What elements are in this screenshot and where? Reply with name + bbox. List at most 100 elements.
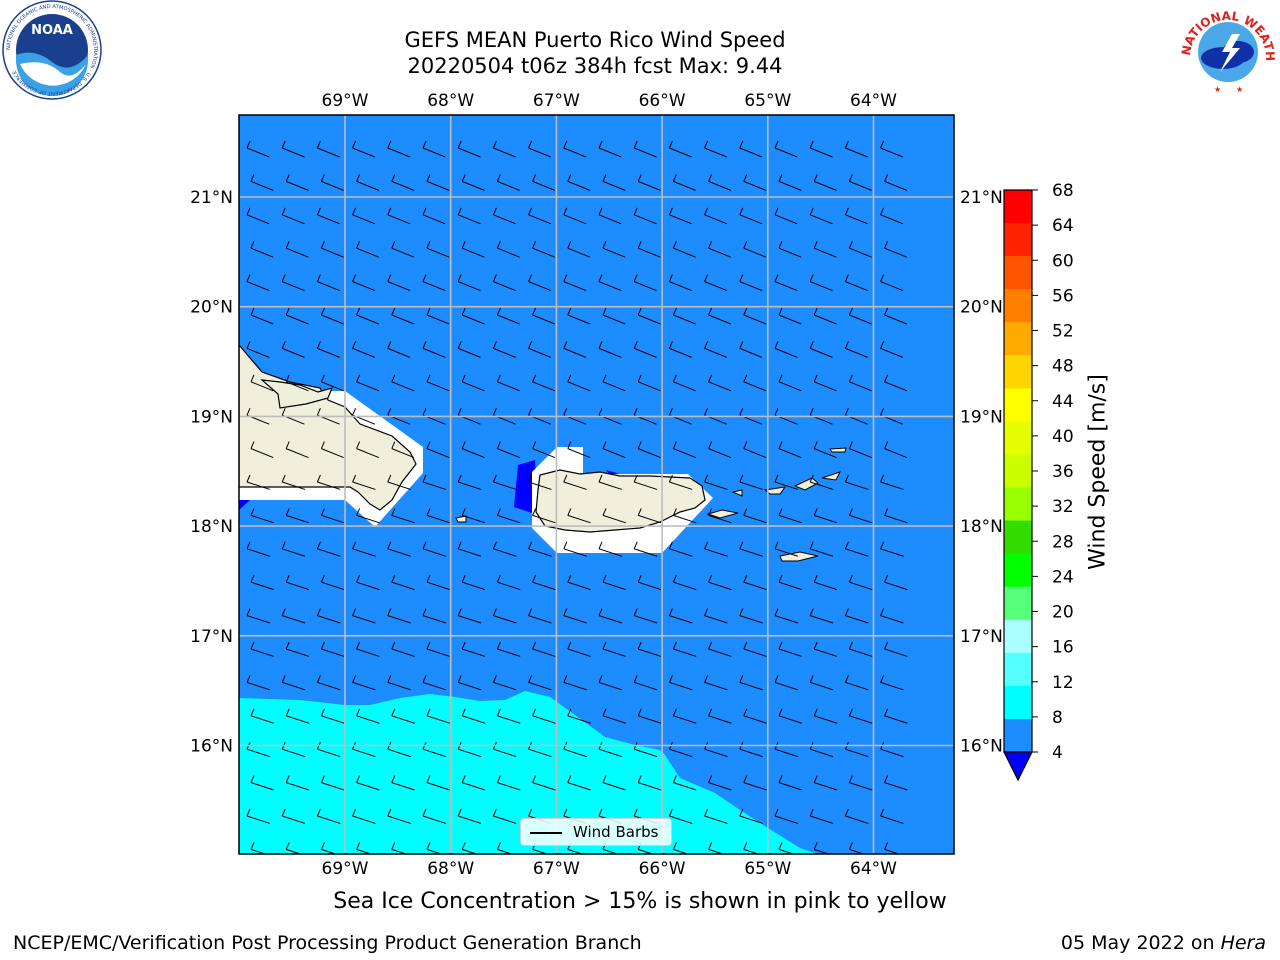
wind-barb xyxy=(391,174,415,191)
wind-barb xyxy=(387,474,411,490)
wind-barb xyxy=(739,608,763,624)
wind-barb xyxy=(356,174,380,191)
wind-barb xyxy=(704,541,728,557)
wind-barb xyxy=(672,575,697,591)
wind-barb xyxy=(496,374,520,392)
wind-barb xyxy=(281,274,305,292)
wind-barb xyxy=(708,775,732,791)
wind-barb xyxy=(809,341,833,358)
wind-barb xyxy=(884,508,908,524)
colorbar-tick-label: 8 xyxy=(1052,708,1063,728)
wind-barb xyxy=(492,675,517,691)
wind-barb xyxy=(492,808,517,824)
wind-barb xyxy=(774,207,798,225)
wind-barb xyxy=(461,775,486,791)
colorbar-tick-label: 24 xyxy=(1052,567,1074,587)
wind-barb xyxy=(774,608,798,624)
wind-barb xyxy=(563,541,587,557)
colorbar-segment xyxy=(1004,619,1032,654)
wind-barb xyxy=(285,374,309,392)
wind-barb xyxy=(809,808,834,824)
wind-barb xyxy=(668,341,692,358)
wind-barb xyxy=(778,842,795,854)
wind-barb xyxy=(743,374,767,392)
wind-barb xyxy=(352,541,376,557)
wind-barb xyxy=(391,441,415,459)
wind-barb xyxy=(356,241,380,258)
wind-barb xyxy=(422,274,446,292)
wind-barb xyxy=(778,508,802,524)
wind-barb xyxy=(563,140,587,158)
island xyxy=(829,447,847,453)
wind-barb xyxy=(813,441,837,459)
wind-barb xyxy=(528,474,552,490)
wind-barb xyxy=(281,207,305,225)
wind-barb xyxy=(778,174,802,191)
wind-barb xyxy=(250,441,274,459)
wind-barb xyxy=(426,641,450,657)
footer-credit: NCEP/EMC/Verification Post Processing Pr… xyxy=(13,932,642,954)
wind-barb xyxy=(567,508,591,524)
wind-barb xyxy=(848,374,872,392)
lon-tick-label-bottom: 65°W xyxy=(744,859,791,879)
wind-barb xyxy=(246,207,270,225)
colorbar-tick-label: 16 xyxy=(1052,638,1074,658)
wind-barb xyxy=(567,775,591,791)
wind-barb xyxy=(285,241,309,258)
axis-tick-labels: 69°W 69°W 68°W 68°W 67°W 67°W 66°W 66°W 65°W 65°W… xyxy=(190,91,1003,879)
wind-barb xyxy=(567,241,591,258)
colorbar-segment xyxy=(1004,454,1032,489)
colorbar-tick-label: 40 xyxy=(1052,427,1074,447)
wind-barb xyxy=(250,174,274,191)
wind-barb xyxy=(778,241,802,258)
wind-barb xyxy=(672,842,690,854)
wind-barb xyxy=(285,307,309,325)
wind-barb xyxy=(316,341,340,358)
wind-barb xyxy=(633,341,657,358)
wind-speed-8-12-zone xyxy=(239,691,818,854)
wind-barb xyxy=(426,575,450,591)
wind-barb xyxy=(637,441,661,459)
wind-barb xyxy=(880,541,904,557)
wind-barb xyxy=(528,675,552,691)
colorbar-tick-label: 64 xyxy=(1052,216,1074,236)
noaa-logo-text: NOAA xyxy=(31,23,73,38)
wind-barb xyxy=(743,508,767,524)
wind-barb xyxy=(391,775,415,791)
wind-barb xyxy=(598,274,622,292)
wind-barb xyxy=(813,641,838,657)
wind-barb xyxy=(352,341,376,358)
wind-barb xyxy=(352,207,376,225)
wind-barb xyxy=(672,441,696,459)
wind-barb xyxy=(567,641,591,657)
wind-barb xyxy=(743,575,767,591)
wind-barb xyxy=(422,608,446,624)
wind-barb xyxy=(285,842,302,854)
wind-barb xyxy=(743,641,767,657)
island xyxy=(731,489,743,497)
wind-barb xyxy=(496,174,520,191)
wind-barb xyxy=(422,541,446,557)
wind-barb xyxy=(426,374,450,392)
wind-barb xyxy=(387,207,411,225)
wind-barb xyxy=(422,808,446,824)
wind-barb xyxy=(356,575,380,591)
colorbar-segment xyxy=(1004,718,1032,753)
lat-tick-label-left: 20°N xyxy=(190,298,233,318)
wind-barb xyxy=(668,140,692,158)
wind-barb xyxy=(602,241,626,258)
wind-barb xyxy=(285,641,310,657)
wind-barb xyxy=(672,708,697,724)
lon-tick-label-bottom: 69°W xyxy=(322,859,369,879)
wind-barb xyxy=(672,307,696,325)
wind-barb xyxy=(391,307,415,325)
wind-barb xyxy=(633,140,657,158)
wind-barb xyxy=(813,842,830,854)
wind-barb xyxy=(320,241,344,258)
wind-barb xyxy=(813,508,838,524)
wind-barb xyxy=(637,241,661,258)
wind-barb xyxy=(563,675,587,691)
lon-tick-label-bottom: 66°W xyxy=(639,859,686,879)
colorbar-segment xyxy=(1004,652,1032,687)
wind-barb xyxy=(461,307,485,325)
